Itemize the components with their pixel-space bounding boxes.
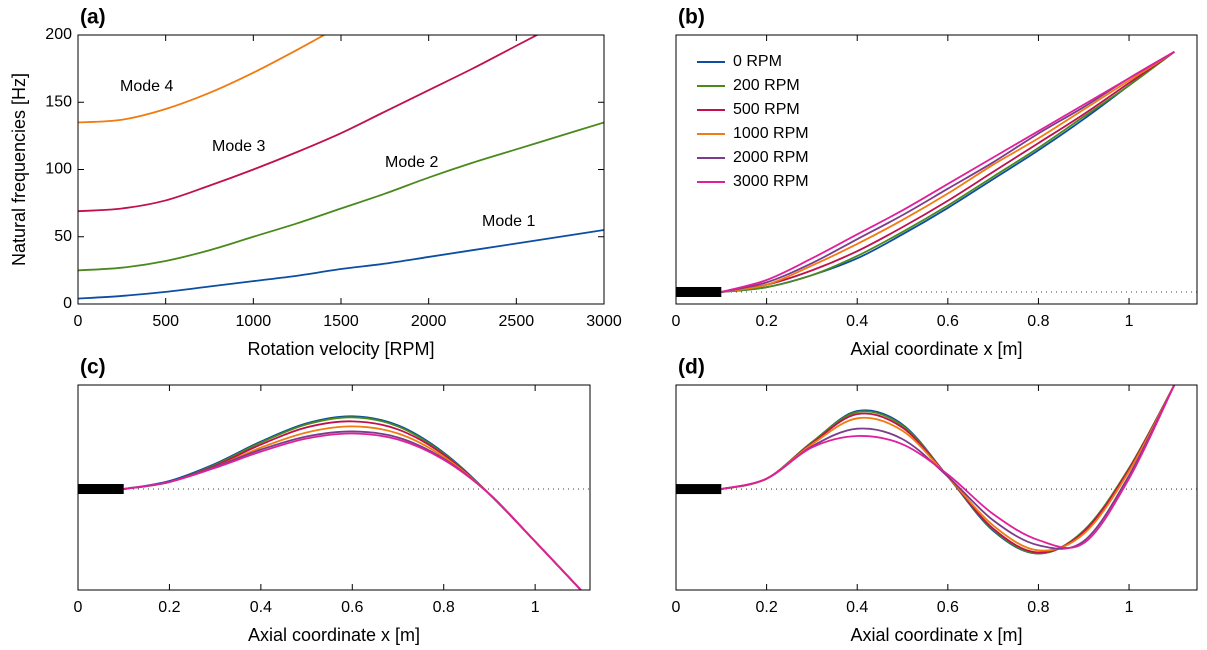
series-line — [721, 51, 1175, 293]
x-tick-label: 0.4 — [846, 313, 868, 330]
x-tick-label: 0.4 — [846, 599, 868, 616]
x-tick-label: 2500 — [499, 313, 535, 330]
x-tick-label: 0 — [672, 313, 681, 330]
axes-box — [77, 34, 605, 305]
panel-title: (d) — [678, 356, 705, 379]
x-tick-label: 0 — [74, 313, 83, 330]
series-label: Mode 3 — [212, 138, 265, 155]
x-axis-label: Rotation velocity [RPM] — [247, 339, 434, 359]
y-axis-label: Natural frequencies [Hz] — [9, 73, 29, 266]
series-line — [78, 229, 604, 300]
axes-box — [675, 34, 1198, 305]
panel: 0 500 1000 1500 2000 2500 3000 0 50 100 150 200 (a) R… — [9, 6, 622, 359]
x-tick-label: 0.8 — [1027, 599, 1049, 616]
series-line — [123, 420, 582, 590]
y-tick-label: 200 — [45, 26, 72, 43]
legend-label: 3000 RPM — [733, 173, 809, 190]
legend-label: 2000 RPM — [733, 149, 809, 166]
x-tick-label: 0.2 — [755, 313, 777, 330]
x-tick-label: 1 — [1125, 599, 1134, 616]
series-line — [721, 51, 1175, 293]
x-axis-label: Axial coordinate x [m] — [248, 625, 420, 645]
support — [78, 484, 124, 495]
y-tick-label: 0 — [63, 295, 72, 312]
plot-area — [78, 35, 604, 300]
series-line — [721, 385, 1176, 554]
y-tick-label: 100 — [45, 161, 72, 178]
x-tick-label: 0.2 — [755, 599, 777, 616]
x-tick-label: 0 — [74, 599, 83, 616]
series-line — [721, 385, 1176, 552]
x-tick-label: 0.8 — [433, 599, 455, 616]
axes-box — [77, 384, 591, 591]
plot-area — [721, 385, 1176, 555]
series-label: Mode 4 — [120, 78, 173, 95]
panel-title: (c) — [80, 356, 106, 379]
x-tick-label: 1 — [531, 599, 540, 616]
x-tick-label: 1000 — [236, 313, 272, 330]
x-tick-label: 3000 — [586, 313, 622, 330]
series-line — [123, 425, 582, 590]
series-line — [78, 35, 326, 124]
series-line — [721, 385, 1176, 549]
x-axis-label: Axial coordinate x [m] — [850, 625, 1022, 645]
series-line — [123, 416, 582, 590]
support — [676, 286, 722, 297]
x-tick-label: 500 — [152, 313, 179, 330]
series-line — [721, 51, 1175, 293]
x-tick-label: 0.6 — [341, 599, 363, 616]
panel-title: (b) — [678, 6, 705, 29]
series-line — [123, 415, 582, 590]
x-tick-label: 0.8 — [1027, 313, 1049, 330]
y-tick-label: 150 — [45, 93, 72, 110]
legend-label: 1000 RPM — [733, 125, 809, 142]
support — [676, 484, 722, 495]
legend-label: 0 RPM — [733, 53, 782, 70]
series-label: Mode 2 — [385, 154, 438, 171]
x-tick-label: 0.6 — [937, 313, 959, 330]
series-line — [78, 121, 604, 272]
x-tick-label: 0.4 — [250, 599, 272, 616]
x-tick-label: 0 — [672, 599, 681, 616]
series-label: Mode 1 — [482, 213, 535, 230]
axes-box — [675, 384, 1198, 591]
series-line — [721, 385, 1176, 555]
series-line — [721, 385, 1176, 550]
series-line — [123, 432, 582, 590]
series-line — [78, 35, 539, 213]
plot-area — [123, 415, 582, 590]
series-line — [123, 430, 582, 590]
legend-label: 200 RPM — [733, 77, 800, 94]
series-line — [721, 51, 1175, 293]
series-line — [721, 51, 1175, 293]
plot-area — [721, 51, 1175, 293]
x-axis-label: Axial coordinate x [m] — [850, 339, 1022, 359]
series-line — [721, 385, 1176, 555]
x-tick-label: 0.2 — [158, 599, 180, 616]
panel-title: (a) — [80, 6, 106, 29]
x-tick-label: 0.6 — [937, 599, 959, 616]
x-tick-label: 1 — [1125, 313, 1134, 330]
legend-label: 500 RPM — [733, 101, 800, 118]
x-tick-label: 1500 — [323, 313, 359, 330]
x-tick-label: 2000 — [411, 313, 447, 330]
y-tick-label: 50 — [54, 228, 72, 245]
panel: 0 0.2 0.4 0.6 0.8 1 (d) Axial coordinate x [m] — [672, 356, 1198, 645]
panel: 0 0.2 0.4 0.6 0.8 1 (b) Axial coordinate x [m] 0… — [672, 6, 1198, 359]
panel: 0 0.2 0.4 0.6 0.8 1 (c) Axial coordinate x [m] — [74, 356, 591, 645]
